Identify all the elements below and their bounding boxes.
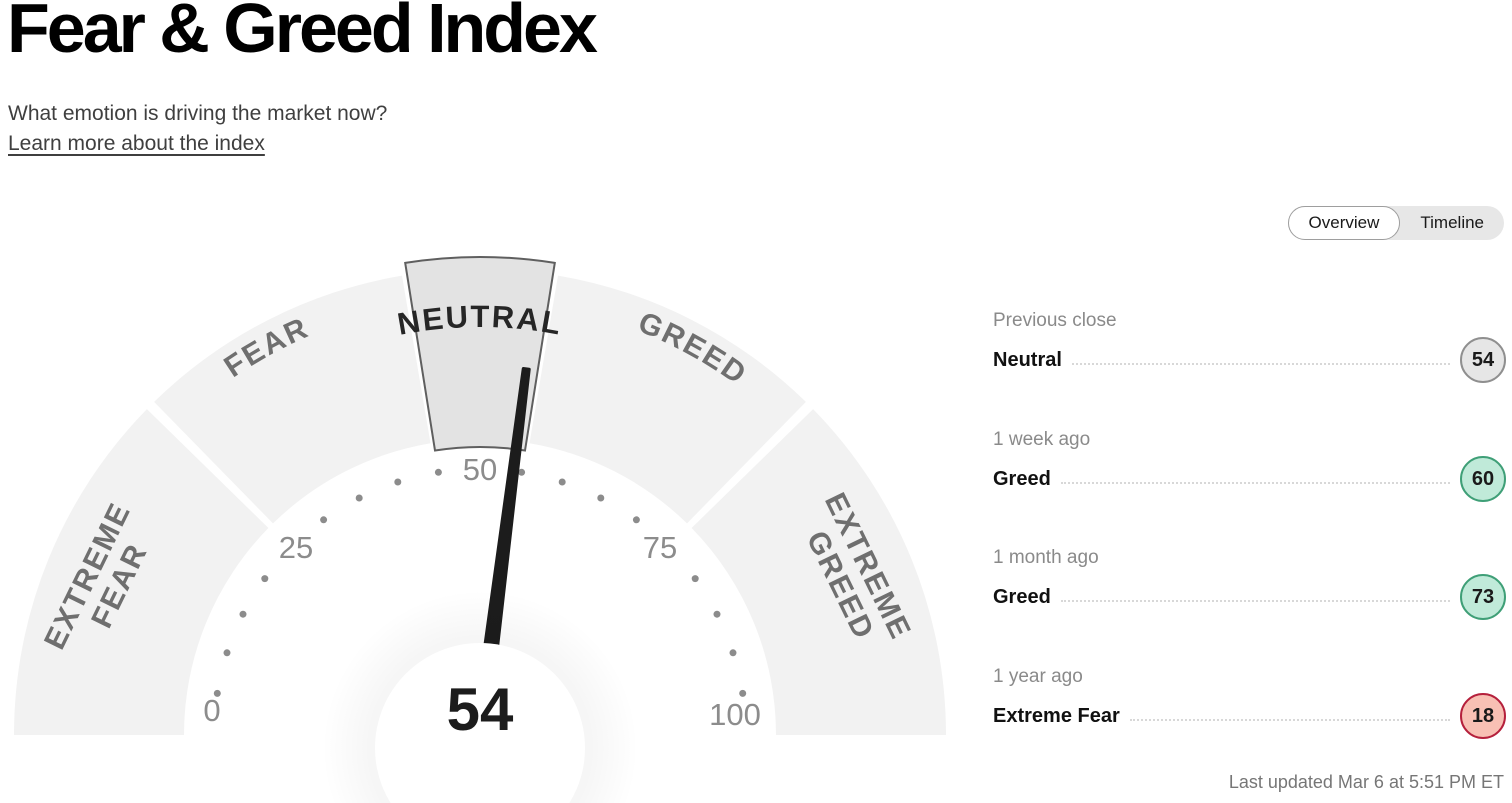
- tick-dot: [261, 575, 269, 583]
- tick-dot: [394, 478, 402, 486]
- dotted-leader: [1060, 600, 1450, 602]
- history-row-1-week: 1 week ago Greed 60: [993, 429, 1506, 502]
- tab-overview[interactable]: Overview: [1287, 206, 1401, 240]
- tick-dots: [213, 468, 747, 697]
- history-category: Greed: [993, 585, 1051, 608]
- history-label: 1 year ago: [993, 666, 1083, 687]
- fear-greed-gauge: FEAR NEUTRAL GREED EXTREME FEAR EXTREME …: [0, 170, 960, 803]
- learn-more-link[interactable]: Learn more about the index: [8, 132, 265, 155]
- tick-dot: [729, 649, 737, 657]
- tick-dot: [239, 610, 247, 618]
- last-updated-text: Last updated Mar 6 at 5:51 PM ET: [1228, 772, 1504, 792]
- gauge-segment-extreme-greed: [691, 409, 946, 735]
- tick-dot: [739, 689, 747, 697]
- tick-label-75: 75: [643, 530, 677, 565]
- dotted-leader: [1071, 363, 1450, 365]
- gauge-segment-neutral-highlighted: [404, 256, 556, 452]
- tick-dot: [558, 478, 566, 486]
- tick-label-25: 25: [279, 530, 313, 565]
- gauge-segment-extreme-fear: [14, 409, 269, 735]
- history-row-1-year: 1 year ago Extreme Fear 18: [993, 666, 1506, 739]
- gauge-svg: FEAR NEUTRAL GREED EXTREME FEAR EXTREME …: [14, 256, 946, 803]
- view-toggle: Overview Timeline: [1287, 206, 1504, 240]
- page-subtitle: What emotion is driving the market now?: [8, 102, 388, 125]
- tick-dot: [632, 516, 640, 524]
- dotted-leader: [1129, 719, 1450, 721]
- tick-dot: [434, 468, 442, 476]
- history-row-1-month: 1 month ago Greed 73: [993, 547, 1506, 620]
- history-row-previous-close: Previous close Neutral 54: [993, 310, 1506, 383]
- page-title: Fear & Greed Index: [7, 0, 598, 67]
- tick-dot: [223, 649, 231, 657]
- history-category: Greed: [993, 467, 1051, 490]
- history-label: Previous close: [993, 310, 1117, 331]
- tick-dot: [518, 468, 526, 476]
- tick-dot: [597, 494, 605, 502]
- tick-dot: [213, 689, 221, 697]
- tick-dot: [355, 494, 363, 502]
- tick-dot: [320, 516, 328, 524]
- gauge-segment-fear: [154, 275, 431, 524]
- gauge-value: 54: [447, 676, 514, 743]
- gauge-segment-greed: [529, 275, 806, 524]
- tick-dot: [691, 575, 699, 583]
- tick-dot: [713, 610, 721, 618]
- tick-label-50: 50: [463, 452, 497, 487]
- history-value-badge: 73: [1460, 574, 1506, 620]
- tick-label-100: 100: [709, 697, 761, 732]
- history-category: Neutral: [993, 348, 1062, 371]
- dotted-leader: [1060, 482, 1450, 484]
- history-value-badge: 60: [1460, 456, 1506, 502]
- tab-timeline[interactable]: Timeline: [1400, 206, 1504, 240]
- history-category: Extreme Fear: [993, 704, 1120, 727]
- history-label: 1 week ago: [993, 429, 1091, 450]
- history-value-badge: 54: [1460, 337, 1506, 383]
- tick-label-0: 0: [203, 693, 220, 728]
- center-circle: [375, 643, 585, 803]
- history-label: 1 month ago: [993, 547, 1099, 568]
- history-value-badge: 18: [1460, 693, 1506, 739]
